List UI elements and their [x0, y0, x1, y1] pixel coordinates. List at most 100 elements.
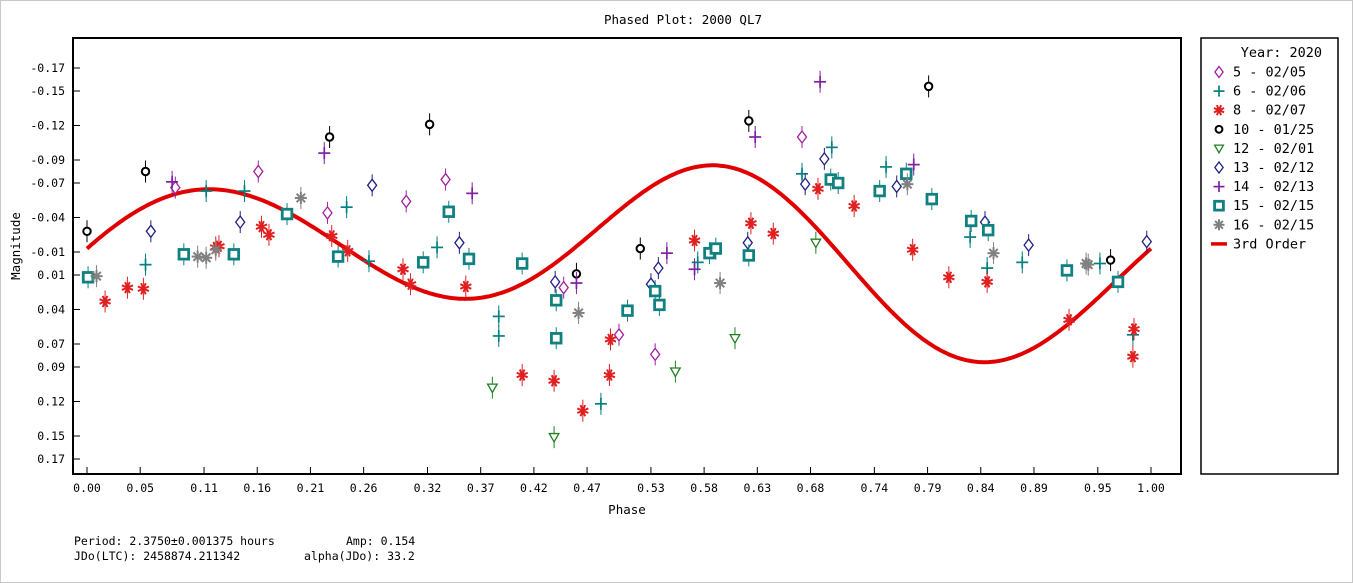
data-point [809, 231, 822, 254]
y-tick-label: 0.09 [37, 360, 65, 374]
data-point [669, 360, 682, 383]
point-marker [572, 306, 585, 319]
data-point [137, 277, 150, 300]
point-marker [516, 369, 529, 381]
point-marker [234, 215, 246, 230]
point-marker [799, 177, 811, 192]
data-point [688, 258, 701, 281]
x-tick-label: 0.58 [690, 481, 718, 495]
point-marker [549, 274, 561, 289]
point-marker [191, 250, 204, 263]
point-marker [227, 248, 241, 261]
data-point [486, 376, 499, 399]
point-marker [325, 229, 338, 242]
legend-marker [1213, 85, 1225, 97]
data-point [324, 126, 335, 148]
point-marker [466, 187, 479, 200]
data-point [744, 109, 754, 132]
point-marker [81, 271, 95, 284]
legend-marker [1213, 199, 1225, 212]
data-point [442, 200, 455, 223]
x-tick-label: 0.00 [73, 481, 101, 495]
point-marker [318, 147, 331, 160]
data-point [81, 266, 95, 289]
point-marker [819, 151, 830, 166]
point-marker [742, 235, 754, 250]
data-point [987, 242, 1000, 265]
point-marker [873, 184, 886, 198]
point-marker [340, 201, 353, 214]
data-point [492, 305, 505, 328]
data-point [1023, 234, 1034, 257]
point-marker [404, 278, 417, 291]
data-point [923, 75, 934, 98]
point-marker [492, 329, 505, 342]
point-marker [604, 333, 617, 346]
data-point [515, 252, 529, 275]
point-marker [1060, 264, 1074, 277]
point-marker [486, 383, 499, 394]
series-14 [166, 70, 920, 295]
data-point [942, 266, 955, 289]
data-point [550, 289, 563, 312]
amp-text: Amp: 0.154 [346, 534, 416, 548]
point-marker [454, 235, 465, 250]
data-point [570, 272, 583, 295]
legend-marker [1213, 181, 1225, 193]
y-tick-label: -0.07 [30, 176, 65, 190]
point-marker [417, 256, 430, 269]
data-point [548, 369, 561, 392]
data-point [121, 276, 134, 299]
y-tick-label: 0.01 [37, 268, 65, 282]
point-marker [255, 220, 268, 233]
point-marker [925, 192, 939, 206]
point-marker [1016, 256, 1029, 269]
point-marker [848, 200, 861, 212]
data-point [709, 237, 723, 260]
data-point [397, 258, 409, 281]
data-point [906, 238, 919, 261]
legend-label: 15 - 02/15 [1233, 198, 1314, 214]
y-tick-label: -0.15 [30, 84, 65, 98]
data-point [729, 327, 741, 350]
point-marker [688, 263, 701, 276]
data-point [366, 174, 378, 197]
data-point [649, 343, 661, 366]
point-marker [177, 248, 191, 261]
data-point [362, 250, 375, 273]
data-point [613, 323, 625, 346]
point-marker [400, 194, 412, 209]
data-point [819, 147, 830, 170]
x-tick-label: 1.00 [1137, 481, 1165, 495]
data-point [404, 273, 417, 296]
point-marker [263, 228, 275, 241]
point-marker [121, 281, 134, 294]
point-marker [322, 205, 333, 220]
data-point [466, 182, 479, 205]
series-16 [90, 173, 1095, 324]
legend-label: 3rd Order [1233, 236, 1306, 252]
y-tick-label: -0.01 [30, 245, 65, 259]
data-point [440, 168, 451, 191]
point-marker [459, 280, 472, 293]
data-point [964, 226, 977, 249]
legend-item: 6 - 02/06 [1213, 84, 1306, 100]
point-marker [796, 129, 808, 145]
data-point [714, 272, 727, 295]
point-marker [809, 238, 822, 249]
series-6 [139, 136, 1139, 415]
point-marker [548, 374, 561, 387]
data-point [516, 364, 529, 387]
data-point [492, 324, 505, 347]
data-point [1060, 259, 1074, 282]
legend-item: 14 - 02/13 [1213, 179, 1314, 195]
data-point [558, 276, 569, 299]
y-tick-label: -0.17 [30, 61, 65, 75]
legend-item: 5 - 02/05 [1214, 65, 1306, 81]
data-point [604, 328, 617, 351]
data-point [177, 243, 191, 266]
x-tick-label: 0.63 [743, 481, 771, 495]
data-point [925, 188, 939, 211]
point-marker [653, 261, 664, 276]
